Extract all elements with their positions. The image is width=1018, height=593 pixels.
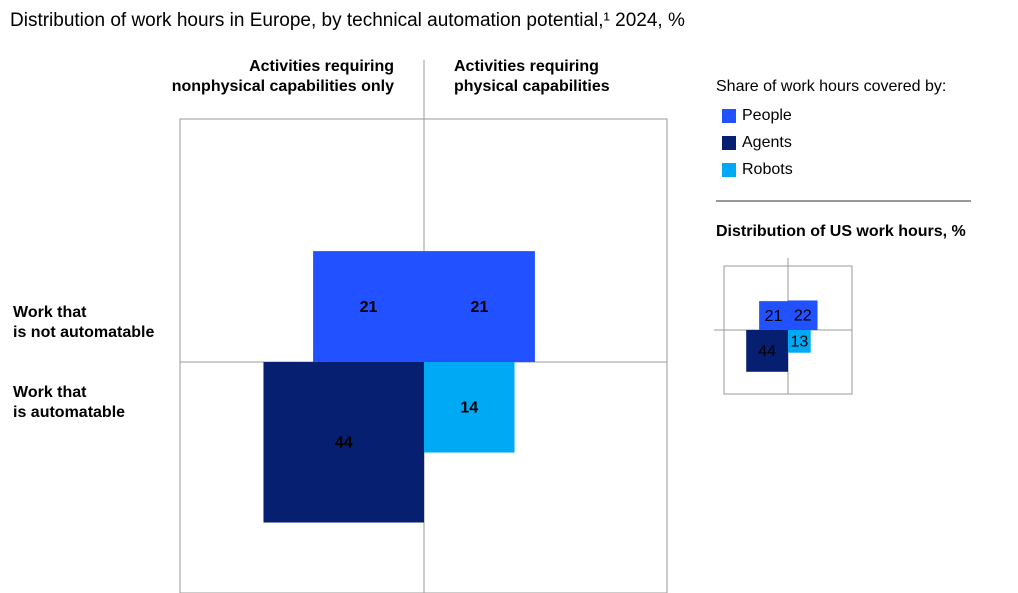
value-label: 21 — [471, 299, 489, 316]
value-label: 22 — [794, 307, 812, 324]
square — [788, 330, 811, 353]
value-label: 44 — [335, 434, 353, 451]
column-label: nonphysical capabilities only — [172, 78, 394, 95]
legend-swatch — [722, 109, 736, 123]
row-label: is not automatable — [13, 324, 154, 341]
square — [424, 362, 515, 453]
row-label: Work that — [13, 384, 87, 401]
page-title: Distribution of work hours in Europe, by… — [10, 10, 685, 31]
square — [759, 301, 788, 330]
legend-label: Robots — [742, 161, 793, 178]
value-label: 21 — [765, 308, 783, 325]
column-label: Activities requiring — [454, 58, 599, 75]
square — [788, 300, 818, 330]
legend-label: Agents — [742, 134, 792, 151]
column-label: physical capabilities — [454, 78, 610, 95]
legend-label: People — [742, 107, 792, 124]
value-label: 21 — [360, 299, 378, 316]
legend-title: Share of work hours covered by: — [716, 78, 946, 95]
row-label: Work that — [13, 304, 87, 321]
legend-swatch — [722, 163, 736, 177]
legend-swatch — [722, 136, 736, 150]
square — [263, 362, 424, 523]
square — [313, 251, 424, 362]
value-label: 44 — [758, 343, 776, 360]
value-label: 13 — [790, 334, 808, 351]
square — [424, 251, 535, 362]
column-label: Activities requiring — [249, 58, 394, 75]
row-label: is automatable — [13, 404, 125, 421]
value-label: 14 — [460, 399, 478, 416]
square — [746, 330, 788, 372]
chart-title: Distribution of US work hours, % — [716, 223, 966, 240]
